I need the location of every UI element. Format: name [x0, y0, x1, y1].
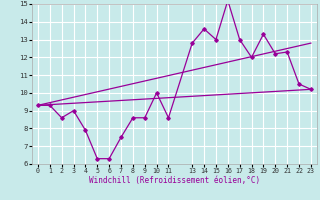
X-axis label: Windchill (Refroidissement éolien,°C): Windchill (Refroidissement éolien,°C)	[89, 176, 260, 185]
